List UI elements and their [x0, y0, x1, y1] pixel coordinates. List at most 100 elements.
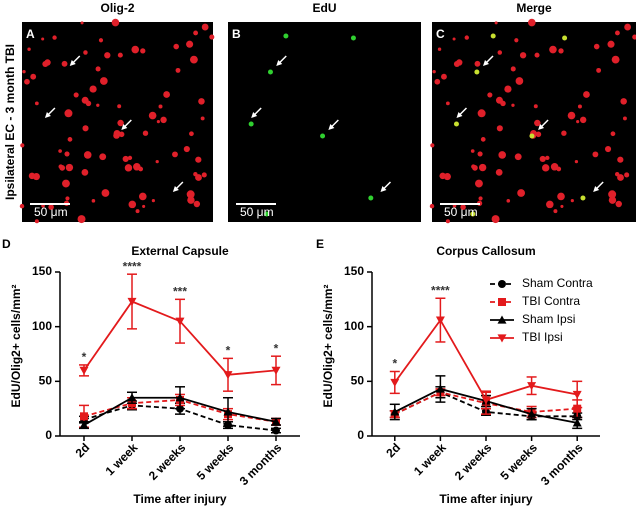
- cell: [283, 33, 289, 39]
- cell: [175, 67, 181, 73]
- cell: [478, 163, 487, 172]
- cell: [506, 199, 511, 203]
- cell: [546, 200, 554, 209]
- cell: [128, 200, 137, 209]
- cell: [193, 200, 201, 208]
- cell: [160, 116, 167, 124]
- significance: ****: [123, 259, 142, 273]
- cell: [490, 33, 496, 39]
- scale-label: 50 μm: [240, 205, 274, 219]
- series: [389, 297, 583, 410]
- significance: *: [392, 357, 397, 371]
- cell: [189, 55, 198, 64]
- y-tick-label: 150: [32, 264, 52, 278]
- cell: [576, 120, 580, 124]
- cell: [611, 55, 620, 64]
- cell: [452, 37, 456, 41]
- arrow-head: [483, 60, 489, 66]
- y-tick-label: 50: [39, 374, 53, 388]
- cell: [535, 131, 542, 138]
- cell: [201, 23, 209, 31]
- scale-label: 50 μm: [444, 205, 478, 219]
- arrow: [123, 119, 132, 128]
- cell: [52, 35, 57, 40]
- cell: [131, 45, 140, 54]
- cell: [491, 215, 500, 224]
- y-tick-label: 50: [351, 374, 365, 388]
- cell: [104, 52, 111, 59]
- arrow: [253, 107, 262, 116]
- chart-title: External Capsule: [131, 244, 229, 258]
- cell: [41, 37, 45, 41]
- cell: [632, 34, 636, 40]
- x-axis-label: Time after injury: [133, 492, 226, 506]
- cell: [98, 38, 104, 43]
- cell: [474, 60, 481, 67]
- chart-title: Corpus Callosum: [436, 244, 535, 258]
- cell: [617, 174, 624, 181]
- arrow-head: [251, 112, 258, 118]
- arrow-head: [456, 112, 463, 118]
- legend-marker: [497, 334, 507, 343]
- cell: [124, 164, 133, 172]
- significance: ****: [431, 283, 450, 297]
- cell: [350, 35, 356, 41]
- cell: [89, 85, 97, 93]
- legend-marker: [498, 298, 506, 306]
- cell: [608, 196, 617, 204]
- y-tick-label: 150: [344, 264, 364, 278]
- cell: [58, 149, 62, 153]
- cell: [20, 143, 25, 148]
- cell: [478, 196, 483, 201]
- marker: [127, 393, 137, 402]
- cell: [615, 30, 620, 36]
- arrow: [330, 119, 339, 128]
- cell: [99, 153, 107, 161]
- arrow: [382, 181, 392, 190]
- cell: [624, 172, 630, 178]
- cell: [498, 151, 507, 159]
- cell: [248, 121, 254, 127]
- cell: [81, 169, 89, 176]
- arrow-head: [69, 60, 76, 66]
- cell: [148, 111, 157, 120]
- arrow: [485, 55, 494, 64]
- cell: [186, 40, 194, 48]
- cell: [99, 77, 108, 85]
- cell: [142, 130, 149, 136]
- x-tick-label: 5 weeks: [194, 440, 237, 483]
- cell: [111, 18, 120, 27]
- cell: [437, 47, 442, 51]
- marker: [223, 371, 233, 380]
- cell: [496, 125, 503, 132]
- cell: [539, 155, 546, 162]
- cell: [32, 173, 40, 181]
- cell: [198, 98, 205, 105]
- arrow: [540, 119, 549, 128]
- cell: [617, 156, 624, 163]
- cell: [264, 211, 270, 217]
- cell: [151, 199, 155, 203]
- cell: [48, 204, 54, 210]
- cell: [514, 153, 522, 161]
- cell: [30, 73, 37, 80]
- legend-label: TBI Contra: [522, 294, 580, 308]
- cell: [550, 163, 559, 171]
- cell: [187, 196, 195, 204]
- marker: [271, 417, 281, 426]
- cell: [558, 48, 564, 54]
- cell: [83, 151, 92, 159]
- cell: [480, 136, 486, 142]
- cell: [61, 60, 68, 67]
- cell: [42, 61, 49, 68]
- cell: [34, 219, 39, 224]
- series: [79, 386, 281, 430]
- panel-letter: B: [232, 27, 241, 41]
- x-tick-label: 1 week: [411, 440, 449, 478]
- marker: [573, 404, 582, 413]
- cell: [101, 189, 110, 197]
- cell: [64, 151, 70, 157]
- cell: [529, 133, 535, 139]
- cell: [65, 163, 74, 172]
- x-tick-label: 3 months: [237, 440, 285, 488]
